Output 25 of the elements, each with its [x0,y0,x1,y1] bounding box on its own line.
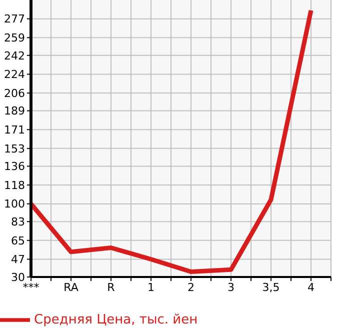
y-tick-label: 47 [11,253,25,266]
y-tick-label: 100 [4,198,25,211]
line-series [31,8,314,274]
y-tick-label: 171 [4,124,25,137]
y-tick-label: 83 [11,216,25,229]
y-tick-label: 259 [4,32,25,45]
x-tick-label: *** [22,280,40,294]
x-tick-label: RA [64,280,79,294]
y-tick-label: 277 [4,12,25,26]
x-tick-label: 2 [188,280,194,294]
x-tick-label: 4 [308,280,314,294]
y-tick-label: 30 [11,270,25,284]
y-tick-label: 153 [4,142,25,156]
x-tick-label: R [107,280,116,294]
y-tick-label: 206 [4,86,25,100]
x-tick-label: 3 [228,280,234,294]
y-tick-label: 224 [4,68,25,82]
y-tick-label: 65 [11,234,25,248]
legend-label: Средняя Цена, тыс. йен [34,312,198,328]
y-tick-label: 118 [4,178,25,192]
y-tick-label: 242 [4,49,25,62]
x-tick-label: 1 [148,280,154,294]
y-tick-label: 136 [4,160,25,174]
x-tick-label: 3,5 [262,280,280,294]
y-tick-label: 189 [4,104,25,118]
